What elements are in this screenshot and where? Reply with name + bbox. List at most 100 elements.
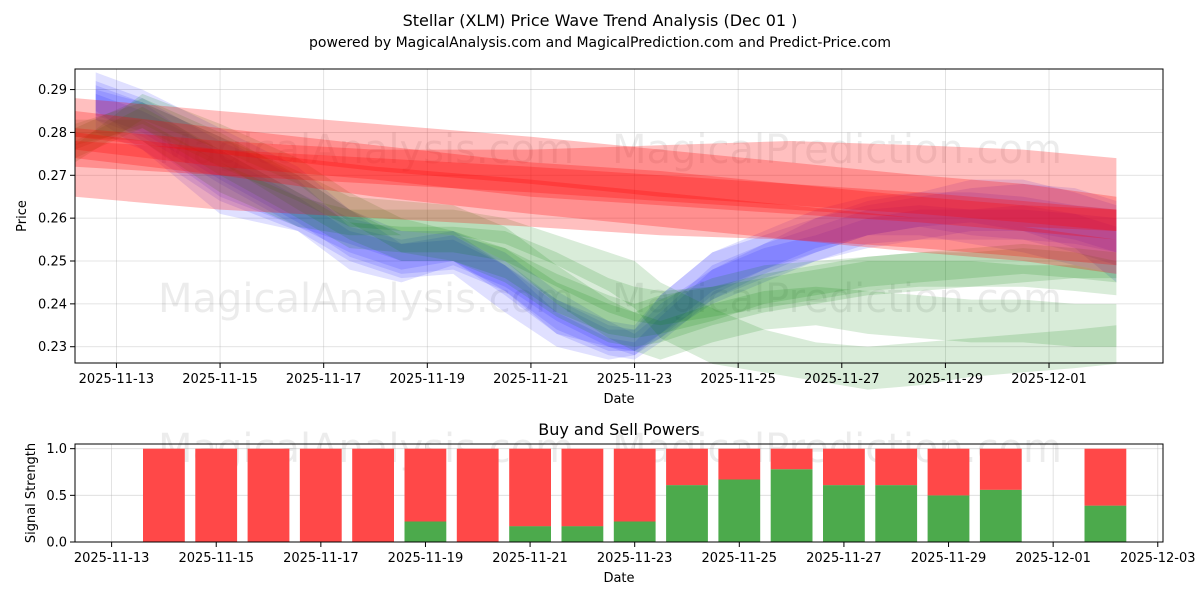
blue-wave-5-band xyxy=(95,85,1117,360)
green-wave-3-band xyxy=(75,106,1117,326)
price-y-tick-label: 0.24 xyxy=(38,297,67,312)
sell-bar xyxy=(823,448,865,486)
signal-x-tick-label: 2025-11-21 xyxy=(492,551,568,566)
buy-bar xyxy=(666,485,708,542)
sell-bar xyxy=(875,448,918,486)
green-wave-5-band xyxy=(75,102,1117,360)
price-x-tick-label: 2025-11-13 xyxy=(79,372,155,387)
sell-bar xyxy=(299,448,342,542)
signal-y-tick-label: 1.0 xyxy=(46,442,67,457)
sell-bar xyxy=(404,448,447,522)
signal-x-tick-label: 2025-12-03 xyxy=(1120,551,1196,566)
signal-x-tick-label: 2025-11-23 xyxy=(597,551,673,566)
price-x-tick-label: 2025-12-01 xyxy=(1011,372,1087,387)
price-y-tick-label: 0.23 xyxy=(38,340,67,355)
signal-bars xyxy=(143,448,1127,542)
price-x-tick-label: 2025-11-19 xyxy=(390,372,466,387)
price-x-tick-label: 2025-11-27 xyxy=(804,372,880,387)
signal-x-tick-label: 2025-11-25 xyxy=(702,551,778,566)
price-x-tick-label: 2025-11-15 xyxy=(182,372,258,387)
price-x-tick-label: 2025-11-29 xyxy=(908,372,984,387)
watermark-prediction-mid: MagicalPrediction.com xyxy=(612,276,1062,322)
price-y-tick-label: 0.26 xyxy=(38,212,67,227)
blue-wave-1-band xyxy=(95,72,1117,360)
price-y-tick-label: 0.28 xyxy=(38,126,67,141)
red-wave-2-band xyxy=(75,98,1117,240)
sell-bar xyxy=(1084,448,1127,506)
price-x-tick-label: 2025-11-25 xyxy=(700,372,776,387)
price-x-tick-label: 2025-11-23 xyxy=(597,372,673,387)
signal-y-axis-label: Signal Strength xyxy=(24,443,39,543)
green-wave-4-band xyxy=(75,119,1117,390)
sell-bar xyxy=(456,448,499,542)
red-wave-4-band xyxy=(75,111,1117,231)
sell-bar xyxy=(561,448,604,527)
signal-y-tick-label: 0.5 xyxy=(46,489,67,504)
figure-subtitle: powered by MagicalAnalysis.com and Magic… xyxy=(309,35,891,51)
sell-bar xyxy=(718,448,761,480)
buy-bar xyxy=(875,485,918,542)
buy-bar xyxy=(718,479,761,542)
signal-x-tick-label: 2025-11-13 xyxy=(74,551,150,566)
price-y-tick-label: 0.29 xyxy=(38,83,67,98)
sell-bar xyxy=(613,448,656,522)
price-y-axis-label: Price xyxy=(15,200,30,232)
signal-y-ticks: 0.0 0.5 1.0 xyxy=(46,442,75,551)
signal-x-ticks: 2025-11-13 2025-11-15 2025-11-17 2025-11-19… xyxy=(74,542,1196,566)
buy-bar xyxy=(1084,505,1127,542)
buy-bar xyxy=(561,526,604,542)
signal-x-tick-label: 2025-12-01 xyxy=(1015,551,1091,566)
blue-wave-3-band xyxy=(95,93,1117,356)
buy-bar xyxy=(770,469,813,542)
figure-title: Stellar (XLM) Price Wave Trend Analysis … xyxy=(403,11,798,30)
buy-bar xyxy=(404,521,447,542)
sell-bar xyxy=(770,448,813,470)
price-plot-area xyxy=(75,69,1163,363)
signal-plot-frame xyxy=(74,443,1164,543)
green-wave-2-band xyxy=(75,98,1117,339)
price-x-tick-label: 2025-11-21 xyxy=(493,372,569,387)
sell-bar xyxy=(509,448,551,527)
sell-bar xyxy=(143,448,185,542)
price-y-tick-label: 0.25 xyxy=(38,255,67,270)
buy-bar xyxy=(823,485,865,542)
sell-bar xyxy=(666,448,708,486)
watermark-analysis-mid: MagicalAnalysis.com xyxy=(158,276,574,322)
signal-y-tick-label: 0.0 xyxy=(46,536,67,551)
red-wave-3-band xyxy=(75,132,1117,274)
buy-bar xyxy=(927,495,970,542)
red-wave-1-band xyxy=(75,128,1117,266)
blue-wave-2-band xyxy=(95,81,1117,351)
signal-x-tick-label: 2025-11-15 xyxy=(178,551,254,566)
red-wave-5-band xyxy=(75,141,1117,231)
buy-bar xyxy=(509,526,551,542)
signal-x-tick-label: 2025-11-19 xyxy=(388,551,464,566)
price-plot-frame xyxy=(74,68,1164,364)
watermark-analysis-top: MagicalAnalysis.com xyxy=(158,127,574,173)
buy-bar xyxy=(979,489,1022,542)
green-wave-1-band xyxy=(75,93,1117,347)
signal-x-tick-label: 2025-11-27 xyxy=(806,551,882,566)
signal-x-tick-label: 2025-11-29 xyxy=(911,551,987,566)
signal-x-tick-label: 2025-11-17 xyxy=(283,551,359,566)
sell-bar xyxy=(247,448,290,542)
price-grid xyxy=(75,69,1163,363)
price-x-ticks: 2025-11-13 2025-11-15 2025-11-17 2025-11-19… xyxy=(79,363,1087,387)
signal-x-axis-label: Date xyxy=(603,571,634,586)
signal-chart-title: Buy and Sell Powers xyxy=(538,420,700,439)
price-x-axis-label: Date xyxy=(603,392,634,407)
price-y-tick-label: 0.27 xyxy=(38,169,67,184)
price-y-ticks: 0.23 0.24 0.25 0.26 0.27 0.28 0.29 xyxy=(38,83,75,355)
sell-bar xyxy=(195,448,238,542)
sell-bar xyxy=(352,448,394,542)
watermark-prediction-top: MagicalPrediction.com xyxy=(612,127,1062,173)
sell-bar xyxy=(979,448,1022,490)
blue-wave-4-band xyxy=(95,89,1117,351)
signal-strength-chart: Buy and Sell Powers MagicalAnalysis.com … xyxy=(24,420,1196,586)
price-x-tick-label: 2025-11-17 xyxy=(286,372,362,387)
price-wave-bands xyxy=(75,72,1117,390)
sell-bar xyxy=(927,448,970,496)
buy-bar xyxy=(613,521,656,542)
